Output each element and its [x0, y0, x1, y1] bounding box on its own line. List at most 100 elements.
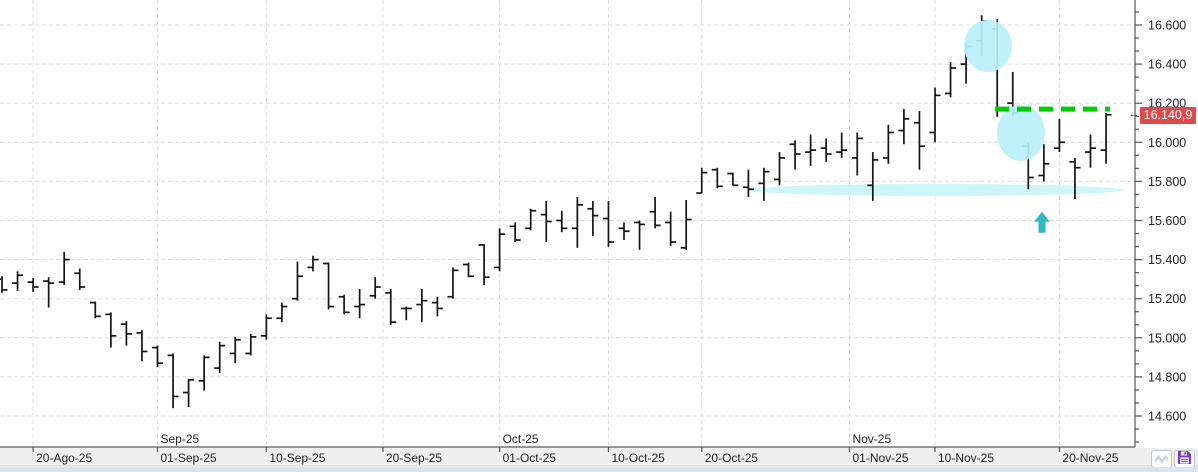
- month-label: Oct-25: [503, 432, 539, 446]
- ohlc-bar: [898, 109, 910, 145]
- svg-text:14.600: 14.600: [1148, 410, 1186, 424]
- ohlc-bar: [867, 152, 879, 201]
- up-arrow-annotation: [1034, 211, 1050, 233]
- svg-text:20-Ago-25: 20-Ago-25: [36, 451, 92, 465]
- horizontal-gridlines: [0, 24, 1135, 417]
- ohlc-bar: [447, 267, 459, 299]
- ohlc-bar: [478, 243, 490, 286]
- ohlc-bar: [571, 197, 583, 248]
- ohlc-bar: [74, 268, 86, 290]
- ohlc-bar: [276, 302, 288, 323]
- ohlc-bar: [665, 211, 677, 246]
- ohlc-bar: [789, 140, 801, 170]
- ohlc-bar: [758, 167, 770, 201]
- ohlc-bar: [431, 296, 443, 317]
- ohlc-bar: [307, 255, 319, 272]
- save-button[interactable]: [1174, 450, 1195, 468]
- y-axis: 16.60016.40016.20016.00015.80015.60015.4…: [1134, 0, 1186, 447]
- ohlc-bar: [1053, 118, 1065, 153]
- ohlc-bar: [260, 314, 272, 340]
- ohlc-bar: [89, 301, 101, 319]
- ohlc-bar: [291, 261, 303, 301]
- ohlc-bar: [929, 87, 941, 143]
- svg-text:01-Oct-25: 01-Oct-25: [503, 451, 557, 465]
- month-label: Sep-25: [161, 432, 200, 446]
- ohlc-bar: [354, 288, 366, 319]
- svg-text:10-Nov-25: 10-Nov-25: [938, 451, 994, 465]
- ohlc-bar: [229, 336, 241, 364]
- ohlc-bar: [602, 200, 614, 247]
- ohlc-bar: [198, 355, 210, 391]
- ohlc-bar: [851, 132, 863, 176]
- ohlc-bar: [183, 378, 195, 408]
- ohlc-bar: [820, 138, 832, 162]
- svg-text:15.400: 15.400: [1148, 253, 1186, 267]
- vertical-gridlines: [32, 0, 1060, 447]
- svg-text:16.600: 16.600: [1148, 19, 1186, 33]
- ohlc-bar: [509, 222, 521, 243]
- ohlc-bar: [634, 220, 646, 250]
- ohlc-bar: [913, 111, 925, 170]
- ohlc-bars: [0, 15, 1112, 409]
- ohlc-bar: [1038, 144, 1050, 182]
- ohlc-bar: [711, 167, 723, 189]
- ohlc-bar: [167, 353, 179, 409]
- svg-text:15.000: 15.000: [1148, 331, 1186, 345]
- ohlc-bar: [245, 333, 257, 356]
- ohlc-bar: [696, 167, 708, 194]
- x-axis: 20-Ago-25 01-Sep-25 Sep-25 10-Sep-25 20-Sep-…: [0, 432, 1198, 467]
- svg-text:15.200: 15.200: [1148, 292, 1186, 306]
- ohlc-bar: [525, 208, 537, 231]
- svg-text:16.400: 16.400: [1148, 58, 1186, 72]
- svg-text:10-Oct-25: 10-Oct-25: [611, 451, 665, 465]
- ohlc-bar: [152, 345, 163, 368]
- ohlc-bar: [323, 262, 335, 310]
- ohlc-bar: [742, 169, 754, 198]
- floppy-disk-icon: [1178, 451, 1191, 467]
- ohlc-bar: [0, 276, 8, 293]
- ohlc-bar: [649, 197, 661, 229]
- ohlc-bar: [805, 134, 817, 166]
- ohlc-bar: [27, 278, 39, 292]
- svg-text:15.600: 15.600: [1148, 214, 1186, 228]
- svg-text:20-Sep-25: 20-Sep-25: [386, 451, 442, 465]
- ohlc-bar: [214, 341, 226, 373]
- svg-text:01-Nov-25: 01-Nov-25: [852, 451, 908, 465]
- highlight-circles: [964, 19, 1045, 161]
- ohlc-bar: [1100, 112, 1112, 164]
- ohlc-bar: [540, 200, 552, 243]
- support-band-annotation: [749, 184, 1123, 197]
- ohlc-bar: [882, 124, 894, 164]
- svg-text:10-Sep-25: 10-Sep-25: [269, 451, 325, 465]
- svg-text:01-Sep-25: 01-Sep-25: [161, 451, 217, 465]
- window-bottom-border: [0, 467, 1198, 472]
- ohlc-bar: [618, 222, 630, 241]
- ohlc-bar: [727, 172, 739, 187]
- month-label: Nov-25: [852, 432, 891, 446]
- ohlc-bar: [587, 200, 599, 237]
- ohlc-bar: [58, 251, 70, 286]
- svg-text:14.800: 14.800: [1148, 370, 1186, 384]
- ohlc-bar: [416, 288, 428, 323]
- ohlc-bar: [774, 152, 785, 186]
- ohlc-bar: [556, 210, 568, 233]
- ohlc-bar: [338, 294, 350, 315]
- ohlc-bar: [400, 306, 412, 321]
- svg-text:20-Oct-25: 20-Oct-25: [705, 451, 759, 465]
- zigzag-wave-icon: [1154, 452, 1169, 467]
- svg-text:20-Nov-25: 20-Nov-25: [1062, 451, 1118, 465]
- ohlc-bar: [43, 277, 55, 308]
- zigzag-pattern-button[interactable]: [1151, 450, 1172, 468]
- price-pointer-icon: ←: [1128, 108, 1140, 120]
- ohlc-bar: [105, 312, 117, 348]
- ohlc-bar: [385, 288, 397, 326]
- last-price-label: 16.140,9: [1140, 107, 1196, 124]
- ohlc-bar: [120, 321, 132, 346]
- ohlc-bar: [1085, 134, 1096, 168]
- ohlc-bar: [369, 277, 381, 299]
- svg-text:16.000: 16.000: [1148, 136, 1186, 150]
- ohlc-bar: [1069, 157, 1081, 199]
- ohlc-bar: [494, 228, 506, 272]
